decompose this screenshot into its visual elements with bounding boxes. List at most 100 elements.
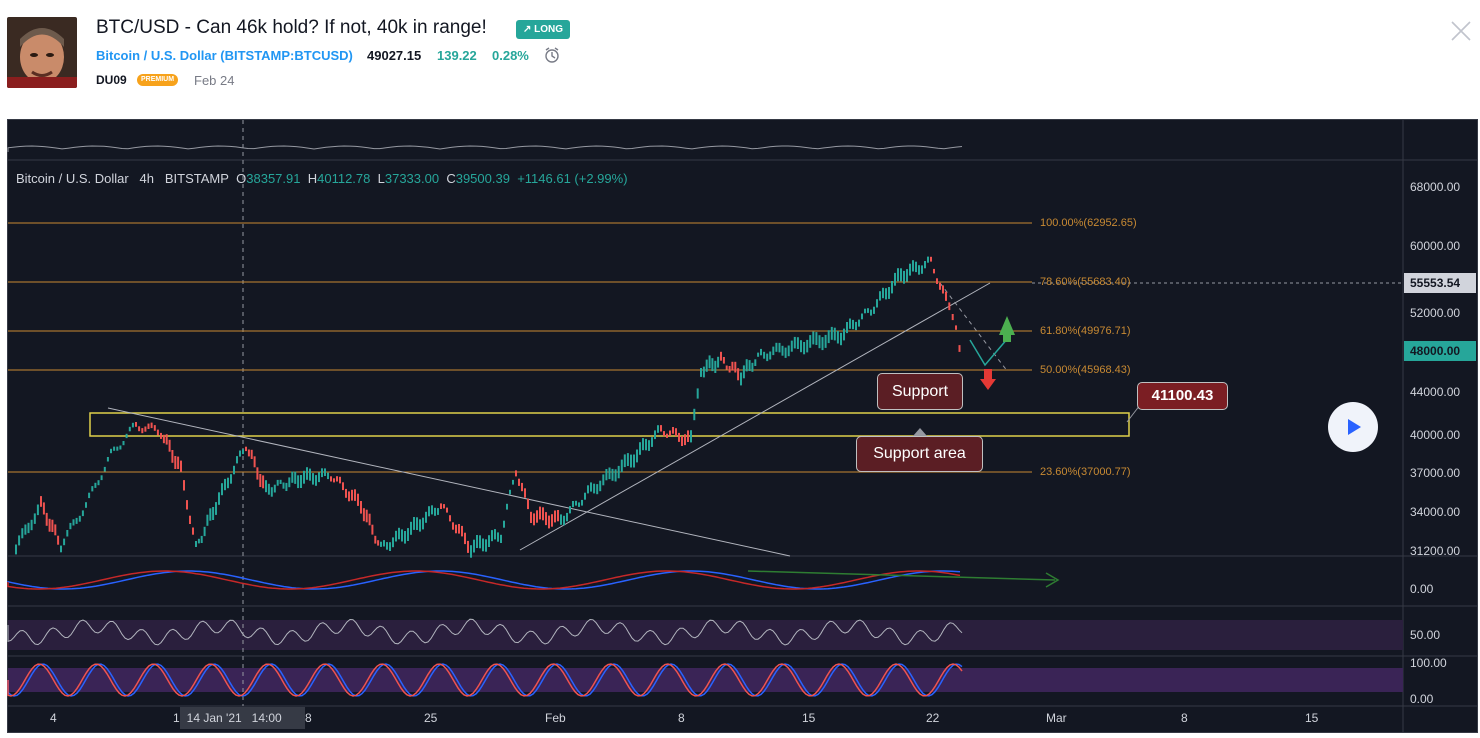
candle	[66, 530, 69, 537]
candle	[858, 319, 860, 327]
candle	[690, 430, 692, 443]
candle	[864, 308, 866, 314]
rsi-axis-label: 50.00	[1410, 628, 1441, 642]
legend-h-label: H	[307, 171, 318, 186]
price-label-callout[interactable]: 41100.43	[1137, 382, 1228, 410]
candle	[300, 475, 302, 488]
candle	[620, 459, 623, 473]
candle	[333, 478, 335, 483]
candle	[630, 454, 632, 468]
candle	[945, 291, 947, 301]
support-area-callout[interactable]: Support area	[856, 436, 983, 472]
candle	[806, 339, 809, 353]
play-button[interactable]	[1328, 402, 1378, 452]
candle	[548, 515, 550, 529]
candle	[156, 429, 159, 436]
ascending-trendline[interactable]	[519, 282, 991, 551]
candle	[461, 525, 463, 537]
candle	[485, 539, 487, 552]
support-rectangle[interactable]	[89, 412, 1130, 437]
long-badge-label: LONG	[534, 24, 564, 35]
candle	[648, 440, 650, 451]
candle	[473, 539, 475, 553]
candle	[209, 508, 212, 521]
support-callout[interactable]: Support	[877, 373, 963, 410]
candle	[150, 422, 153, 429]
candle	[365, 509, 368, 523]
candle	[239, 450, 241, 457]
candle	[18, 535, 21, 546]
candle	[285, 482, 288, 491]
projection-dashed-line	[939, 282, 1009, 373]
candle	[315, 475, 317, 486]
candle	[722, 357, 725, 364]
candle	[51, 519, 54, 532]
alarm-icon[interactable]	[543, 46, 561, 64]
candle	[512, 479, 514, 485]
candle	[754, 359, 757, 366]
idea-header: BTC/USD - Can 46k hold? If not, 40k in r…	[0, 0, 1480, 118]
price-axis-label: 52000.00	[1410, 306, 1461, 320]
candle	[608, 467, 611, 480]
candle	[81, 510, 84, 517]
legend-c-label: C	[446, 171, 456, 186]
candle	[731, 361, 734, 371]
descending-trendline[interactable]	[107, 407, 791, 557]
candle	[651, 437, 653, 447]
candle	[431, 505, 433, 515]
rsi-line	[7, 618, 963, 646]
candle	[930, 256, 932, 262]
candle	[416, 517, 418, 530]
candle	[171, 450, 174, 463]
candle	[135, 422, 137, 427]
candle	[195, 541, 197, 547]
candle	[362, 508, 365, 522]
candle	[584, 492, 586, 500]
candle	[200, 535, 203, 543]
candle	[840, 332, 842, 346]
candle	[778, 342, 781, 353]
candle	[174, 456, 177, 469]
candle	[54, 524, 57, 536]
candle	[846, 322, 848, 334]
candle	[870, 309, 872, 316]
price-axis-label: 34000.00	[1410, 505, 1461, 519]
stoch-line	[7, 663, 963, 697]
candle	[69, 522, 72, 530]
candle	[599, 480, 602, 492]
current-price-tag: 55553.54	[1404, 273, 1476, 293]
candle	[410, 521, 412, 535]
candle	[236, 456, 238, 464]
candle	[602, 474, 605, 486]
candle	[72, 519, 75, 526]
candle	[800, 340, 802, 353]
candle	[270, 487, 273, 497]
candle	[449, 515, 451, 522]
symbol-name-link[interactable]: Bitcoin / U.S. Dollar	[96, 48, 217, 63]
candle	[879, 291, 881, 301]
candle	[545, 512, 547, 526]
candle	[165, 434, 168, 445]
symbol-code-link[interactable]: (BITSTAMP:BTCUSD)	[220, 48, 353, 63]
candle	[563, 515, 565, 526]
candle	[885, 288, 887, 300]
candle	[180, 460, 182, 472]
author-avatar[interactable]	[7, 17, 77, 88]
candle	[27, 522, 30, 534]
time-axis-label: 15	[1305, 711, 1319, 725]
candle	[116, 446, 119, 451]
fib-label-786: 78.60%(55683.40)	[1040, 276, 1131, 288]
macd-divergence-line	[747, 570, 1056, 581]
time-axis-label: 8	[1181, 711, 1188, 725]
price-axis-label: 68000.00	[1410, 180, 1461, 194]
author-name[interactable]: DU09	[96, 73, 127, 87]
candle	[425, 511, 427, 523]
candle	[560, 514, 562, 525]
candle	[63, 538, 66, 546]
candle	[247, 449, 250, 457]
candle	[368, 513, 371, 526]
candle	[533, 513, 535, 526]
candle	[836, 330, 839, 344]
close-icon[interactable]	[1450, 20, 1472, 42]
